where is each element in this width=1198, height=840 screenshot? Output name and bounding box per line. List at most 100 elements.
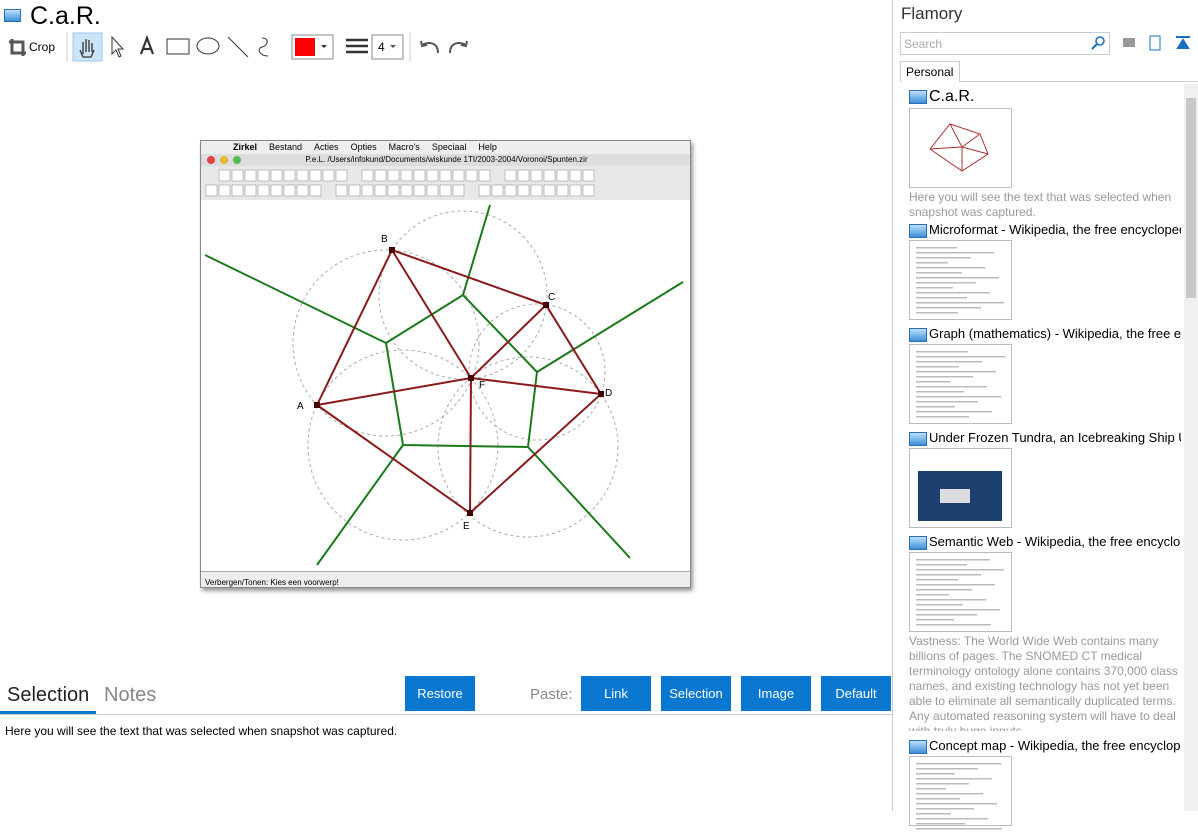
- snapshot-item[interactable]: Semantic Web - Wikipedia, the free encyc…: [909, 534, 1181, 731]
- tool-icon: [374, 184, 387, 197]
- tool-icon: [530, 169, 543, 182]
- text-line: [916, 272, 962, 274]
- line-width-select[interactable]: [371, 34, 404, 60]
- tool-icon: [218, 184, 231, 197]
- text-line: [916, 788, 946, 790]
- text-line: [916, 361, 982, 363]
- text-tool[interactable]: [139, 34, 155, 55]
- text-line: [916, 624, 991, 626]
- text-line: [916, 803, 997, 805]
- tool-icon: [452, 184, 465, 197]
- text-line: [916, 386, 987, 388]
- window-controls: [207, 156, 241, 164]
- text-line: [916, 416, 969, 418]
- thumbnail-art: [929, 123, 989, 172]
- thumbnail-art: [916, 247, 1004, 314]
- hand-tool[interactable]: [72, 32, 103, 62]
- menu-item: Opties: [350, 142, 377, 152]
- tool-icon: [413, 169, 426, 182]
- thumbnail: [909, 108, 1012, 188]
- point: [598, 391, 604, 397]
- text-line: [916, 823, 965, 825]
- personal-tab[interactable]: Personal: [900, 61, 960, 82]
- tool-icon: [582, 184, 595, 197]
- scrollbar: [1184, 84, 1198, 811]
- thumbnail: [909, 756, 1012, 830]
- tool-icon: [478, 169, 491, 182]
- tool-icon: [556, 169, 569, 182]
- point-label: E: [463, 521, 470, 532]
- snapshot-item[interactable]: Concept map - Wikipedia, the free encycl…: [909, 738, 1181, 830]
- ellipse-tool[interactable]: [196, 37, 220, 55]
- link-button[interactable]: Link: [581, 676, 651, 711]
- snapshot-item[interactable]: C.a.R. Here you will see the text that wa…: [909, 88, 1181, 220]
- selection-button[interactable]: Selection: [661, 676, 731, 711]
- tool-icon: [218, 169, 231, 182]
- crop-label: Crop: [29, 40, 56, 54]
- tool-icon: [543, 184, 556, 197]
- snapshot-item[interactable]: Microformat - Wikipedia, the free encycl…: [909, 222, 1181, 320]
- thumbnail-art: [916, 351, 1005, 418]
- image-button[interactable]: Image: [741, 676, 811, 711]
- line-width-icon: [346, 38, 368, 54]
- item-title: Microformat - Wikipedia, the free encycl…: [909, 222, 1181, 239]
- restore-button[interactable]: Restore: [405, 676, 475, 711]
- crop-icon[interactable]: [9, 39, 26, 56]
- tab-selection[interactable]: Selection: [7, 684, 90, 706]
- snapshot-title: C.a.R.: [30, 2, 101, 30]
- point-label: A: [297, 401, 304, 412]
- tool-icon: [400, 169, 413, 182]
- line-tool[interactable]: [227, 36, 249, 58]
- text-line: [916, 396, 1001, 398]
- tool-icon: [543, 169, 556, 182]
- text-line: [916, 564, 967, 566]
- search-box[interactable]: Search: [900, 32, 1110, 55]
- tool-icon: [244, 169, 257, 182]
- tool-icon: [413, 184, 426, 197]
- item-title: C.a.R.: [909, 88, 1181, 107]
- snapshot-item[interactable]: Graph (mathematics) - Wikipedia, the fre…: [909, 326, 1181, 424]
- text-line: [916, 411, 992, 413]
- tool-icon: [374, 169, 387, 182]
- point: [468, 375, 474, 381]
- tool-icon: [361, 184, 374, 197]
- tool-icon: [231, 184, 244, 197]
- text-line: [916, 798, 960, 800]
- tool-icon: [257, 169, 270, 182]
- ship: [940, 489, 970, 503]
- text-line: [916, 599, 986, 601]
- text-line: [916, 287, 953, 289]
- tab-notes[interactable]: Notes: [104, 684, 157, 706]
- document[interactable]: [1149, 35, 1161, 51]
- item-description: Here you will see the text that was sele…: [909, 190, 1172, 219]
- text-line: [916, 773, 955, 775]
- window-title: P.e.L. /Users/infokund/Documents/wiskund…: [201, 154, 690, 166]
- tool-icon: [387, 169, 400, 182]
- tool-icon: [283, 169, 296, 182]
- thumbnail: [909, 552, 1012, 632]
- text-line: [916, 277, 999, 279]
- collapse[interactable]: [1176, 36, 1190, 49]
- main-panel: [892, 0, 893, 811]
- menu-item: Zirkel: [233, 142, 258, 152]
- tool-icon: [296, 169, 309, 182]
- redo[interactable]: [449, 40, 468, 54]
- tool-icon: [569, 169, 582, 182]
- default-button[interactable]: Default: [821, 676, 891, 711]
- text-line: [916, 589, 972, 591]
- text-line: [916, 391, 964, 393]
- status-bar: Verbergen/Tonen: Kies een voorwerp!: [201, 571, 690, 587]
- text-line: [916, 609, 1000, 611]
- item-description: Vastness: The World Wide Web contains ma…: [909, 634, 1178, 731]
- undo[interactable]: [420, 40, 439, 54]
- tool-icon: [270, 184, 283, 197]
- rect-tool[interactable]: [166, 38, 190, 55]
- freehand-tool[interactable]: [258, 37, 269, 57]
- camera[interactable]: [1123, 38, 1135, 47]
- text-line: [916, 401, 978, 403]
- tool-icon: [361, 169, 374, 182]
- select-tool[interactable]: [111, 35, 125, 58]
- text-line: [916, 312, 958, 314]
- snapshot-item[interactable]: Under Frozen Tundra, an Icebreaking Ship…: [909, 430, 1181, 528]
